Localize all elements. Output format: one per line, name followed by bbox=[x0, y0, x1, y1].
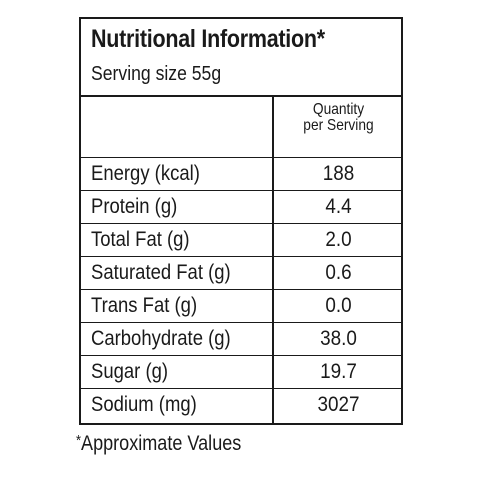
column-header-row: Quantity per Serving bbox=[81, 97, 401, 158]
table-row: Carbohydrate (g) 38.0 bbox=[81, 323, 401, 356]
nutrition-facts-panel: Nutritional Information* Serving size 55… bbox=[79, 17, 403, 425]
table-row: Protein (g) 4.4 bbox=[81, 191, 401, 224]
panel-header: Nutritional Information* Serving size 55… bbox=[81, 19, 401, 97]
table-row: Saturated Fat (g) 0.6 bbox=[81, 257, 401, 290]
serving-size: Serving size 55g bbox=[91, 63, 222, 85]
nutrient-value: 3027 bbox=[317, 393, 360, 416]
nutrient-label: Saturated Fat (g) bbox=[91, 261, 231, 284]
nutrient-label: Protein (g) bbox=[91, 195, 178, 218]
quantity-header-line2: per Serving bbox=[303, 117, 374, 134]
nutrient-value: 2.0 bbox=[325, 228, 352, 251]
nutrient-value: 38.0 bbox=[320, 327, 357, 350]
column-divider bbox=[272, 97, 274, 423]
footnote-asterisk: * bbox=[76, 432, 82, 449]
nutrient-value: 188 bbox=[322, 162, 355, 185]
nutrient-value: 4.4 bbox=[325, 195, 352, 218]
panel-title: Nutritional Information* bbox=[91, 25, 325, 53]
nutrient-label: Carbohydrate (g) bbox=[91, 327, 231, 350]
quantity-column-header: Quantity per Serving bbox=[274, 97, 403, 157]
nutrient-label: Trans Fat (g) bbox=[91, 294, 198, 317]
table-row: Total Fat (g) 2.0 bbox=[81, 224, 401, 257]
quantity-header-line1: Quantity bbox=[312, 101, 365, 118]
nutrient-label: Total Fat (g) bbox=[91, 228, 190, 251]
table-row: Sodium (mg) 3027 bbox=[81, 389, 401, 422]
nutrient-label: Sodium (mg) bbox=[91, 393, 197, 416]
nutrient-value: 19.7 bbox=[320, 360, 357, 383]
table-row: Trans Fat (g) 0.0 bbox=[81, 290, 401, 323]
nutrient-label: Energy (kcal) bbox=[91, 162, 200, 185]
footnote: *Approximate Values bbox=[76, 432, 241, 456]
nutrient-value: 0.0 bbox=[325, 294, 352, 317]
table-row: Sugar (g) 19.7 bbox=[81, 356, 401, 389]
nutrient-value: 0.6 bbox=[325, 261, 352, 284]
nutrient-label: Sugar (g) bbox=[91, 360, 169, 383]
table-row: Energy (kcal) 188 bbox=[81, 158, 401, 191]
footnote-text: Approximate Values bbox=[81, 432, 242, 455]
